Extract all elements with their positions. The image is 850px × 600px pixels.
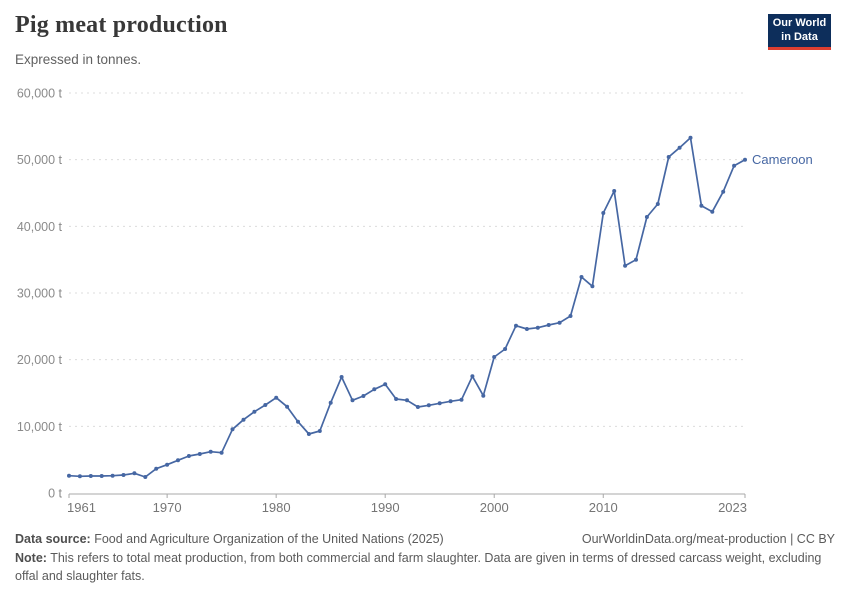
- data-point-1982[interactable]: [296, 419, 300, 424]
- y-gridlines: [69, 92, 745, 427]
- data-point-1995[interactable]: [437, 401, 442, 406]
- data-point-2012[interactable]: [623, 263, 628, 268]
- data-point-1998[interactable]: [470, 374, 475, 379]
- data-source-value: Food and Agriculture Organization of the…: [90, 532, 444, 546]
- data-point-1980[interactable]: [274, 395, 279, 400]
- data-point-1992[interactable]: [405, 398, 409, 403]
- chart-footer: Data source: Food and Agriculture Organi…: [15, 530, 835, 585]
- data-point-2017[interactable]: [677, 145, 682, 150]
- data-point-1996[interactable]: [448, 399, 453, 404]
- data-point-2001[interactable]: [503, 347, 508, 351]
- page-subtitle: Expressed in tonnes.: [15, 52, 142, 67]
- data-point-2018[interactable]: [688, 135, 693, 140]
- y-tick-label-40000: 40,000 t: [17, 220, 63, 234]
- data-point-2000[interactable]: [492, 355, 497, 359]
- data-point-2007[interactable]: [568, 314, 573, 318]
- x-tick-label-1980: 1980: [262, 500, 291, 515]
- y-axis-labels: 0 t 10,000 t 20,000 t 30,000 t 40,000 t 50,00…: [17, 87, 63, 501]
- x-tick-label-1970: 1970: [153, 500, 182, 515]
- data-point-2008[interactable]: [579, 275, 584, 279]
- data-point-1963[interactable]: [88, 474, 93, 478]
- data-point-2010[interactable]: [601, 211, 606, 215]
- note-label: Note:: [15, 551, 47, 566]
- y-tick-label-60000: 60,000 t: [17, 87, 63, 101]
- data-point-1991[interactable]: [394, 397, 399, 401]
- series-label-cameroon[interactable]: Cameroon: [752, 152, 813, 167]
- data-point-2022[interactable]: [732, 163, 737, 168]
- data-point-2003[interactable]: [524, 327, 529, 331]
- data-point-1973[interactable]: [197, 452, 202, 456]
- data-point-2016[interactable]: [666, 155, 671, 159]
- y-tick-label-20000: 20,000 t: [17, 353, 63, 367]
- data-point-2013[interactable]: [634, 257, 638, 262]
- data-point-1966[interactable]: [121, 473, 126, 477]
- data-point-1997[interactable]: [459, 397, 464, 402]
- data-point-1981[interactable]: [285, 404, 290, 409]
- x-tick-label-2010: 2010: [589, 500, 618, 515]
- data-point-1965[interactable]: [110, 473, 115, 478]
- data-point-1983[interactable]: [306, 432, 311, 436]
- data-point-1979[interactable]: [263, 403, 268, 407]
- footer-note: Note: This refers to total meat producti…: [15, 549, 835, 585]
- owid-url-link[interactable]: OurWorldinData.org/meat-production | CC …: [581, 532, 835, 546]
- data-point-1964[interactable]: [99, 474, 104, 478]
- x-tick-label-1961: 1961: [67, 500, 96, 515]
- data-point-1968[interactable]: [143, 475, 148, 479]
- data-point-1993[interactable]: [415, 405, 420, 409]
- page-title: Pig meat production: [15, 12, 228, 38]
- data-point-1971[interactable]: [176, 458, 180, 463]
- data-point-1999[interactable]: [481, 393, 486, 398]
- data-point-2021[interactable]: [721, 189, 726, 194]
- data-point-2006[interactable]: [557, 320, 562, 325]
- data-point-1977[interactable]: [241, 417, 246, 422]
- data-point-1975[interactable]: [219, 450, 224, 455]
- data-point-1974[interactable]: [208, 449, 213, 454]
- data-point-1976[interactable]: [230, 427, 235, 432]
- note-value: This refers to total meat production, fr…: [15, 551, 822, 584]
- owid-logo-line2: in Data: [781, 30, 818, 43]
- y-tick-label-0: 0 t: [48, 487, 62, 501]
- data-point-1985[interactable]: [328, 400, 333, 405]
- data-point-1962[interactable]: [77, 474, 82, 479]
- data-point-2023[interactable]: [743, 157, 747, 162]
- data-point-1967[interactable]: [132, 471, 137, 476]
- line-chart[interactable]: 0 t 10,000 t 20,000 t 30,000 t 40,000 t 50,00…: [0, 0, 850, 522]
- data-point-1994[interactable]: [426, 403, 431, 408]
- data-point-1988[interactable]: [361, 394, 366, 398]
- data-point-2014[interactable]: [644, 215, 649, 219]
- data-point-2015[interactable]: [655, 202, 660, 206]
- x-tick-label-1990: 1990: [371, 500, 400, 515]
- x-tick-label-2000: 2000: [480, 500, 509, 515]
- data-point-2019[interactable]: [699, 203, 704, 208]
- data-point-2009[interactable]: [590, 284, 595, 289]
- data-point-2004[interactable]: [535, 325, 540, 330]
- data-point-2011[interactable]: [612, 189, 617, 193]
- data-point-1972[interactable]: [186, 454, 191, 458]
- data-point-1969[interactable]: [154, 466, 159, 471]
- data-point-1978[interactable]: [252, 409, 257, 414]
- data-point-1970[interactable]: [165, 462, 170, 467]
- x-axis: 1961 1970 1980 1990 2000 2010 2023: [67, 493, 747, 515]
- data-source-text: Data source: Food and Agriculture Organi…: [15, 530, 444, 548]
- data-point-1961[interactable]: [67, 473, 71, 478]
- y-tick-label-30000: 30,000 t: [17, 287, 63, 301]
- data-point-1990[interactable]: [383, 382, 388, 387]
- data-point-1987[interactable]: [350, 398, 355, 403]
- data-source-label: Data source:: [15, 532, 91, 546]
- footer-source-row: Data source: Food and Agriculture Organi…: [15, 530, 835, 548]
- x-tick-label-2023: 2023: [718, 500, 747, 515]
- series-cameroon[interactable]: Cameroon: [67, 135, 813, 479]
- data-point-2005[interactable]: [546, 323, 551, 327]
- data-point-1984[interactable]: [317, 429, 322, 433]
- y-tick-label-50000: 50,000 t: [17, 153, 63, 167]
- data-point-1986[interactable]: [339, 375, 344, 379]
- data-point-1989[interactable]: [372, 387, 377, 392]
- y-tick-label-10000: 10,000 t: [17, 420, 63, 434]
- owid-logo-line1: Our World: [772, 17, 827, 29]
- owid-logo[interactable]: Our World in Data: [768, 14, 831, 50]
- data-point-2002[interactable]: [514, 323, 518, 328]
- data-point-2020[interactable]: [710, 209, 715, 214]
